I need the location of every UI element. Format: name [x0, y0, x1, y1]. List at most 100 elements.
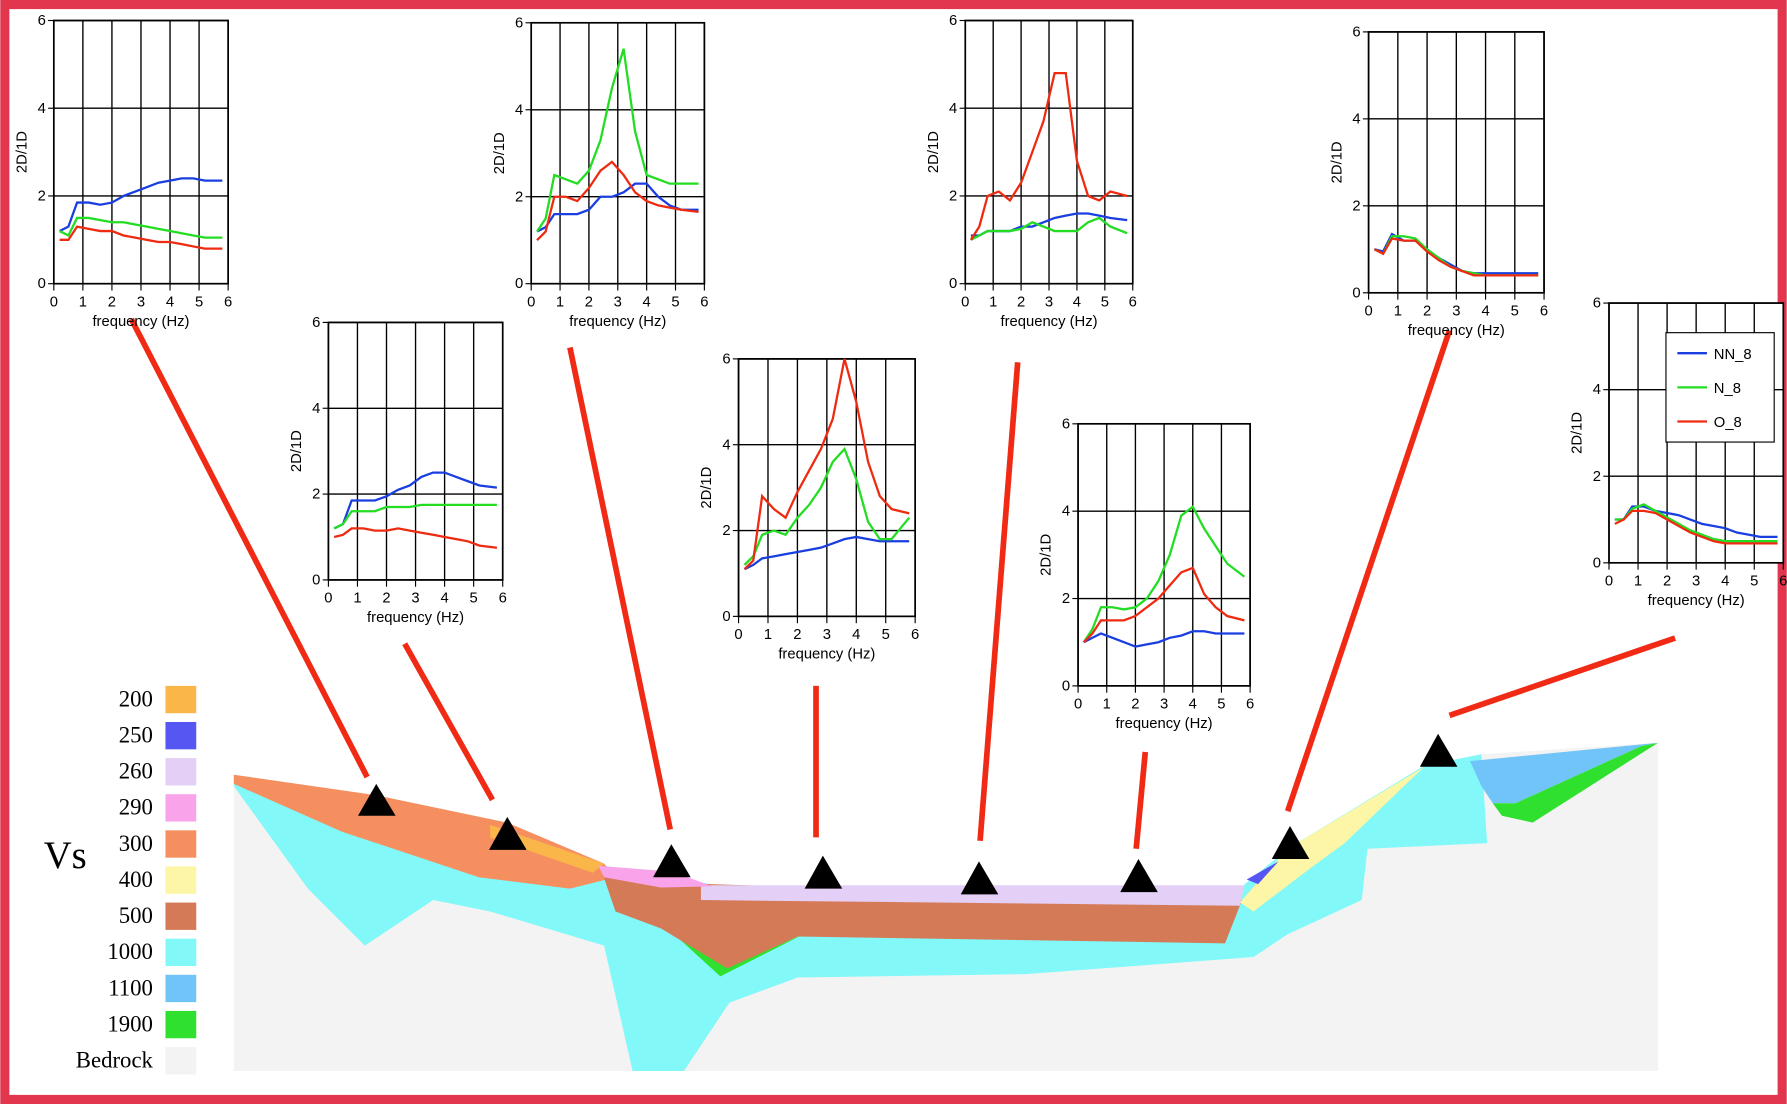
legend-label: NN_8	[1714, 347, 1752, 363]
x-tick-label: 2	[382, 591, 390, 607]
y-tick-label: 4	[722, 437, 730, 453]
x-tick-label: 3	[1160, 697, 1168, 713]
y-tick-label: 4	[1062, 504, 1070, 520]
x-tick-label: 0	[324, 591, 332, 607]
connector	[402, 642, 495, 802]
y-tick-label: 0	[312, 572, 320, 588]
x-axis-label: frequency (Hz)	[569, 314, 666, 330]
y-axis-label: 2D/1D	[1039, 534, 1055, 576]
x-axis-label: frequency (Hz)	[367, 610, 464, 626]
series-line	[59, 216, 223, 239]
x-tick-label: 0	[527, 294, 535, 310]
y-tick-label: 6	[38, 13, 46, 29]
station	[358, 783, 396, 816]
vs-swatch	[165, 902, 197, 930]
station	[1120, 859, 1158, 893]
station	[653, 844, 691, 878]
series-line	[1082, 566, 1245, 644]
vs-swatch	[165, 938, 197, 967]
layer-300	[233, 774, 616, 889]
vs-swatch	[165, 1047, 197, 1075]
connector	[128, 317, 370, 779]
series-line	[1373, 237, 1539, 277]
x-tick-label: 6	[224, 294, 232, 310]
vs-title: Vs	[44, 834, 87, 877]
y-axis-label: 2D/1D	[289, 430, 305, 472]
vs-label: 400	[119, 867, 153, 892]
x-tick-label: 2	[108, 294, 116, 310]
connector	[567, 346, 673, 831]
chart: 0 1 2 3 4 5 6 0 2 4 6 frequency (Hz) 2D/1D	[14, 13, 232, 330]
x-tick-label: 6	[1540, 304, 1548, 320]
vs-label: Bedrock	[76, 1048, 154, 1073]
station	[1419, 733, 1458, 767]
series-line	[969, 72, 1128, 241]
x-axis-label: frequency (Hz)	[1408, 323, 1505, 339]
layer-1900	[1492, 742, 1658, 823]
vs-label: 260	[119, 759, 153, 784]
series-line	[59, 225, 223, 250]
y-tick-label: 0	[38, 276, 46, 292]
x-tick-label: 6	[1246, 697, 1254, 713]
series-line	[333, 471, 498, 530]
y-tick-label: 0	[1593, 555, 1601, 571]
series-line	[1614, 503, 1778, 543]
y-axis-label: 2D/1D	[926, 131, 942, 173]
series-line	[1082, 505, 1246, 643]
station	[489, 816, 527, 850]
station	[1271, 826, 1310, 860]
series-line	[970, 216, 1128, 241]
series-line	[536, 48, 699, 233]
y-tick-label: 4	[1593, 382, 1601, 398]
chart: 0 1 2 3 4 5 6 0 2 4 6 frequency (Hz) 2D/1D	[1039, 416, 1254, 732]
x-tick-label: 2	[1131, 697, 1139, 713]
x-tick-label: 3	[1045, 294, 1053, 310]
y-tick-label: 2	[949, 189, 957, 205]
x-tick-label: 5	[1101, 294, 1109, 310]
x-tick-label: 5	[1217, 697, 1225, 713]
y-tick-label: 4	[949, 101, 957, 117]
x-tick-label: 3	[1452, 304, 1460, 320]
y-tick-label: 2	[1062, 591, 1070, 607]
x-tick-label: 6	[499, 591, 507, 607]
x-tick-label: 3	[1692, 574, 1700, 590]
x-axis-label: frequency (Hz)	[1648, 593, 1745, 609]
chart: 0 1 2 3 4 5 6 0 2 4 6 frequency (Hz) 2D/1D	[699, 351, 919, 662]
y-tick-label: 4	[1352, 111, 1360, 127]
x-tick-label: 5	[195, 294, 203, 310]
x-tick-label: 0	[961, 294, 969, 310]
x-tick-label: 5	[1511, 304, 1519, 320]
x-tick-label: 1	[79, 294, 87, 310]
y-tick-label: 2	[38, 189, 46, 205]
y-tick-label: 0	[1352, 285, 1360, 301]
y-axis-label: 2D/1D	[14, 131, 30, 173]
y-tick-label: 2	[1593, 469, 1601, 485]
y-tick-label: 6	[722, 351, 730, 367]
vs-label: 1000	[107, 939, 153, 964]
series-line	[1083, 630, 1245, 648]
y-tick-label: 6	[1593, 296, 1601, 312]
y-tick-label: 2	[312, 487, 320, 503]
y-tick-label: 0	[1062, 678, 1070, 694]
y-tick-label: 4	[515, 102, 523, 118]
vs-swatch	[165, 685, 197, 714]
y-tick-label: 6	[949, 13, 957, 29]
chart: 0 1 2 3 4 5 6 0 2 4 6 frequency (Hz) 2D/1D	[492, 15, 709, 330]
vs-label: 290	[119, 795, 153, 820]
chart: 0 1 2 3 4 5 6 0 2 4 6 frequency (Hz) 2D/1D	[1329, 24, 1548, 339]
chart: 0 1 2 3 4 5 6 0 2 4 6 frequency (Hz) 2D/1D	[289, 315, 507, 626]
x-tick-label: 5	[671, 294, 679, 310]
legend-label: O_8	[1714, 415, 1742, 431]
vs-swatch	[165, 866, 197, 894]
layer-400	[1239, 766, 1425, 912]
x-axis-label: frequency (Hz)	[1000, 314, 1097, 330]
chart: 0 1 2 3 4 5 6 0 2 4 6 frequency (Hz) 2D/1D NN_8 N_8 O_8	[1570, 296, 1787, 609]
layer-1100	[1469, 742, 1658, 804]
x-tick-label: 2	[585, 294, 593, 310]
x-tick-label: 1	[1634, 574, 1642, 590]
chart: 0 1 2 3 4 5 6 0 2 4 6 frequency (Hz) 2D/1D	[926, 13, 1137, 330]
y-tick-label: 0	[515, 276, 523, 292]
vs-swatch	[165, 974, 197, 1003]
